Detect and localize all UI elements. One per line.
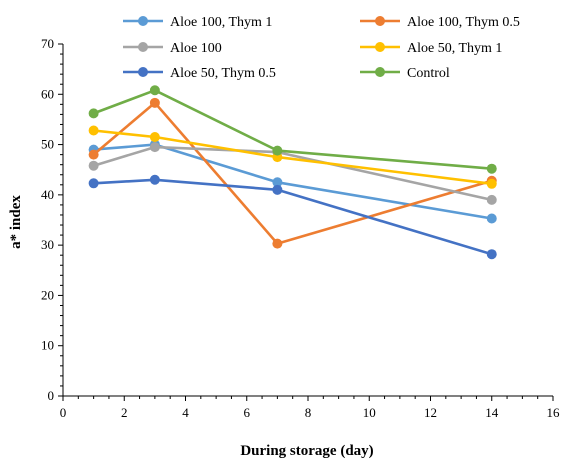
y-tick-label: 70 bbox=[41, 36, 54, 51]
legend-marker bbox=[138, 67, 148, 77]
series-6 bbox=[88, 85, 497, 174]
data-point bbox=[88, 178, 99, 189]
x-tick-label: 16 bbox=[547, 405, 561, 420]
legend-label: Aloe 100 bbox=[170, 41, 222, 56]
y-axis-title: a* index bbox=[8, 195, 24, 249]
legend: Aloe 100, Thym 1 Aloe 100, Thym 0.5 Aloe 1… bbox=[123, 15, 520, 81]
y-tick-label: 0 bbox=[48, 388, 55, 403]
series-4 bbox=[88, 125, 497, 189]
y-tick-label: 60 bbox=[41, 86, 54, 101]
x-tick-label: 4 bbox=[182, 405, 189, 420]
axes: 0 10 20 30 40 50 60 70 0 2 4 6 8 10 12 14 16 bbox=[41, 36, 560, 420]
legend-item: Aloe 50, Thym 0.5 bbox=[123, 66, 276, 81]
series-line bbox=[92, 101, 493, 245]
y-tick-label: 50 bbox=[41, 137, 54, 152]
data-point bbox=[272, 184, 283, 195]
data-point bbox=[149, 142, 160, 153]
series-line bbox=[93, 178, 493, 256]
data-point bbox=[272, 177, 283, 188]
legend-item: Aloe 50, Thym 1 bbox=[360, 41, 502, 56]
data-point bbox=[149, 85, 160, 96]
plot-area bbox=[88, 85, 497, 260]
legend-label: Aloe 50, Thym 0.5 bbox=[170, 66, 276, 81]
x-tick-label: 2 bbox=[121, 405, 128, 420]
data-point bbox=[88, 108, 99, 119]
legend-item: Aloe 100, Thym 0.5 bbox=[360, 15, 520, 30]
series-line bbox=[93, 143, 493, 220]
series-line bbox=[93, 145, 493, 202]
legend-item: Control bbox=[360, 66, 450, 81]
data-point bbox=[149, 97, 160, 108]
legend-label: Aloe 100, Thym 1 bbox=[170, 15, 272, 30]
y-tick-label: 40 bbox=[41, 187, 54, 202]
data-point bbox=[88, 149, 99, 160]
data-point bbox=[272, 238, 283, 249]
y-tick-label: 30 bbox=[41, 237, 54, 252]
data-point bbox=[486, 194, 497, 205]
legend-label: Aloe 100, Thym 0.5 bbox=[407, 15, 520, 30]
legend-marker bbox=[138, 16, 148, 26]
series-2 bbox=[88, 97, 497, 249]
x-tick-label: 8 bbox=[305, 405, 312, 420]
x-tick-label: 12 bbox=[424, 405, 437, 420]
y-tick-label: 20 bbox=[41, 287, 54, 302]
data-point bbox=[486, 178, 497, 189]
legend-item: Aloe 100 bbox=[123, 41, 222, 56]
data-point bbox=[486, 249, 497, 260]
data-point bbox=[486, 213, 497, 224]
x-tick-label: 0 bbox=[60, 405, 67, 420]
x-tick-label: 14 bbox=[485, 405, 499, 420]
x-tick-label: 10 bbox=[363, 405, 376, 420]
legend-marker bbox=[375, 16, 385, 26]
series-line bbox=[93, 89, 492, 170]
legend-marker bbox=[375, 67, 385, 77]
data-point bbox=[88, 125, 99, 136]
y-tick-label: 10 bbox=[41, 338, 54, 353]
series-line bbox=[93, 129, 492, 186]
x-axis-title: During storage (day) bbox=[240, 443, 373, 459]
legend-marker bbox=[138, 42, 148, 52]
legend-label: Control bbox=[407, 66, 450, 81]
x-tick-label: 6 bbox=[244, 405, 251, 420]
legend-item: Aloe 100, Thym 1 bbox=[123, 15, 272, 30]
data-point bbox=[88, 160, 99, 171]
data-point bbox=[149, 132, 160, 143]
data-point bbox=[272, 145, 283, 156]
series-5 bbox=[88, 174, 497, 260]
legend-marker bbox=[375, 42, 385, 52]
data-point bbox=[149, 174, 160, 185]
legend-label: Aloe 50, Thym 1 bbox=[407, 41, 502, 56]
data-point bbox=[486, 163, 497, 174]
